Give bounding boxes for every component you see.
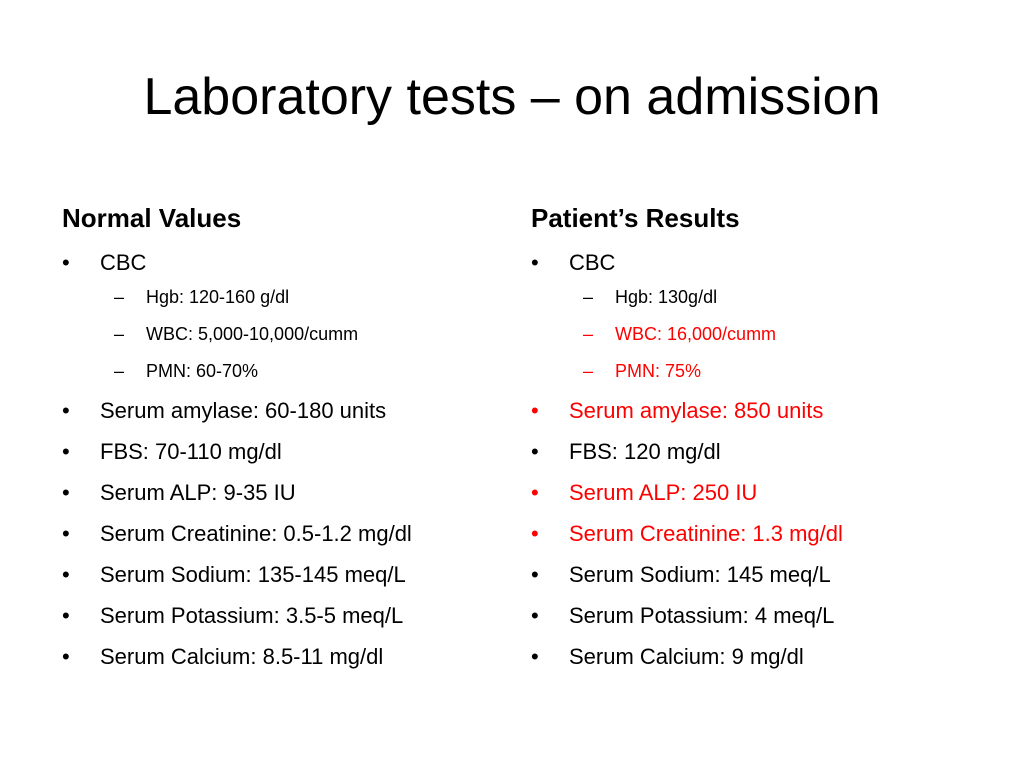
list-item-label: Serum Creatinine: 0.5-1.2 mg/dl bbox=[100, 521, 412, 546]
list-item-label: FBS: 70-110 mg/dl bbox=[100, 439, 282, 464]
list-item-potassium: • Serum Potassium: 3.5-5 meq/L bbox=[62, 595, 532, 636]
list-item-label: Serum ALP: 250 IU bbox=[569, 480, 758, 505]
sub-item-label: PMN: 75% bbox=[615, 361, 702, 381]
list-item-label: Serum Calcium: 8.5-11 mg/dl bbox=[100, 644, 384, 669]
sub-item-pmn: – PMN: 60-70% bbox=[62, 353, 532, 390]
bullet-marker: • bbox=[62, 398, 70, 423]
bullet-marker: • bbox=[62, 603, 70, 628]
bullet-marker: • bbox=[531, 603, 539, 628]
sub-item-label: Hgb: 130g/dl bbox=[615, 287, 718, 307]
list-item-alp: • Serum ALP: 9-35 IU bbox=[62, 472, 532, 513]
list-item-calcium: • Serum Calcium: 9 mg/dl bbox=[531, 636, 1001, 677]
list-item-alp-abnormal: • Serum ALP: 250 IU bbox=[531, 472, 1001, 513]
bullet-marker: • bbox=[62, 521, 70, 546]
sub-item-label: Hgb: 120-160 g/dl bbox=[146, 287, 290, 307]
sub-item-pmn-abnormal: – PMN: 75% bbox=[531, 353, 1001, 390]
list-item-calcium: • Serum Calcium: 8.5-11 mg/dl bbox=[62, 636, 532, 677]
dash-marker: – bbox=[114, 361, 125, 381]
sub-item-hgb: – Hgb: 130g/dl bbox=[531, 279, 1001, 316]
bullet-marker: • bbox=[62, 250, 70, 275]
list-item-label: Serum ALP: 9-35 IU bbox=[100, 480, 296, 505]
list-item-cbc: • CBC bbox=[531, 242, 1001, 283]
list-item-cbc: • CBC bbox=[62, 242, 532, 283]
bullet-marker: • bbox=[531, 250, 539, 275]
list-item-label: Serum Potassium: 3.5-5 meq/L bbox=[100, 603, 404, 628]
normal-values-list: • CBC – Hgb: 120-160 g/dl – WBC: 5,000-10,0… bbox=[62, 242, 532, 677]
bullet-marker: • bbox=[62, 480, 70, 505]
list-item-label: Serum Potassium: 4 meq/L bbox=[569, 603, 835, 628]
bullet-marker: • bbox=[62, 562, 70, 587]
bullet-marker: • bbox=[62, 644, 70, 669]
bullet-marker: • bbox=[531, 439, 539, 464]
list-item-potassium: • Serum Potassium: 4 meq/L bbox=[531, 595, 1001, 636]
sub-item-wbc: – WBC: 5,000-10,000/cumm bbox=[62, 316, 532, 353]
dash-marker: – bbox=[583, 361, 594, 381]
dash-marker: – bbox=[114, 287, 125, 307]
bullet-marker: • bbox=[531, 521, 539, 546]
list-item-sodium: • Serum Sodium: 145 meq/L bbox=[531, 554, 1001, 595]
patient-results-list: • CBC – Hgb: 130g/dl – WBC: 16,000/cumm – PM… bbox=[531, 242, 1001, 677]
list-item-label: Serum Sodium: 145 meq/L bbox=[569, 562, 831, 587]
list-item-fbs: • FBS: 120 mg/dl bbox=[531, 431, 1001, 472]
list-item-label: Serum amylase: 850 units bbox=[569, 398, 824, 423]
sub-item-hgb: – Hgb: 120-160 g/dl bbox=[62, 279, 532, 316]
bullet-marker: • bbox=[531, 398, 539, 423]
bullet-marker: • bbox=[531, 644, 539, 669]
list-item-amylase-abnormal: • Serum amylase: 850 units bbox=[531, 390, 1001, 431]
list-item-label: Serum Sodium: 135-145 meq/L bbox=[100, 562, 406, 587]
list-item-creatinine-abnormal: • Serum Creatinine: 1.3 mg/dl bbox=[531, 513, 1001, 554]
sub-item-wbc-abnormal: – WBC: 16,000/cumm bbox=[531, 316, 1001, 353]
list-item-label: Serum amylase: 60-180 units bbox=[100, 398, 387, 423]
list-item-label: Serum Creatinine: 1.3 mg/dl bbox=[569, 521, 843, 546]
sub-item-label: WBC: 5,000-10,000/cumm bbox=[146, 324, 359, 344]
normal-values-column: Normal Values • CBC – Hgb: 120-160 g/dl – W… bbox=[62, 200, 532, 677]
normal-values-heading: Normal Values bbox=[62, 203, 242, 233]
list-item-sodium: • Serum Sodium: 135-145 meq/L bbox=[62, 554, 532, 595]
list-item-label: CBC bbox=[100, 250, 147, 275]
sub-item-label: WBC: 16,000/cumm bbox=[615, 324, 777, 344]
list-item-fbs: • FBS: 70-110 mg/dl bbox=[62, 431, 532, 472]
bullet-marker: • bbox=[531, 480, 539, 505]
list-item-creatinine: • Serum Creatinine: 0.5-1.2 mg/dl bbox=[62, 513, 532, 554]
list-item-amylase: • Serum amylase: 60-180 units bbox=[62, 390, 532, 431]
list-item-label: CBC bbox=[569, 250, 616, 275]
sub-item-label: PMN: 60-70% bbox=[146, 361, 259, 381]
list-item-label: FBS: 120 mg/dl bbox=[569, 439, 721, 464]
patient-results-column: Patient’s Results • CBC – Hgb: 130g/dl – WB… bbox=[531, 200, 1001, 677]
list-item-label: Serum Calcium: 9 mg/dl bbox=[569, 644, 804, 669]
dash-marker: – bbox=[114, 324, 125, 344]
dash-marker: – bbox=[583, 287, 594, 307]
slide-title: Laboratory tests – on admission bbox=[143, 68, 881, 126]
bullet-marker: • bbox=[62, 439, 70, 464]
patient-results-heading: Patient’s Results bbox=[531, 203, 740, 233]
bullet-marker: • bbox=[531, 562, 539, 587]
dash-marker: – bbox=[583, 324, 594, 344]
